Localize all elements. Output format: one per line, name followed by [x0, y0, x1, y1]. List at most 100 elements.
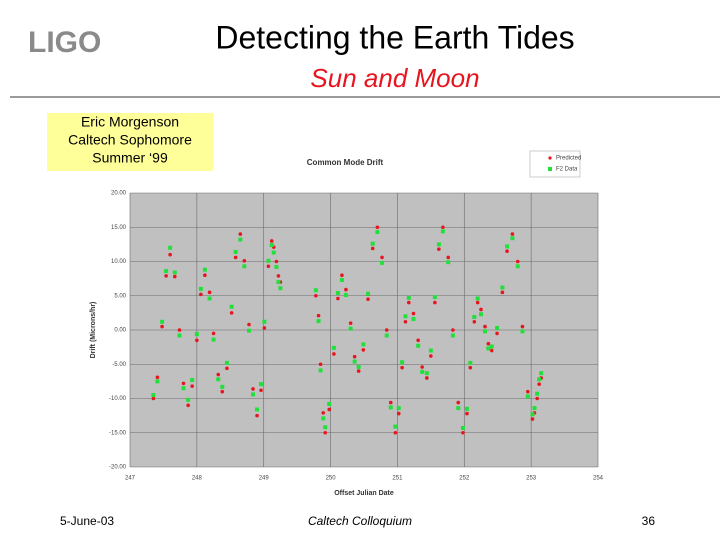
- point: [160, 324, 164, 329]
- point: [151, 396, 156, 401]
- point: [190, 378, 195, 383]
- point: [370, 241, 375, 246]
- point: [370, 246, 375, 251]
- point: [259, 382, 264, 387]
- point: [411, 311, 416, 316]
- point: [475, 300, 480, 305]
- point: [255, 413, 259, 418]
- point: [460, 425, 465, 430]
- point: [520, 324, 525, 329]
- point: [177, 328, 182, 332]
- y-tick-label: 10.00: [111, 259, 127, 265]
- y-tick-label: 0.00: [114, 328, 126, 334]
- point: [266, 258, 271, 263]
- point: [406, 300, 411, 305]
- point: [168, 252, 172, 257]
- point: [269, 239, 274, 243]
- y-tick-label: -20.00: [109, 465, 127, 471]
- legend: [529, 150, 581, 178]
- point: [348, 326, 353, 331]
- point: [520, 329, 525, 334]
- point: [479, 307, 483, 312]
- footer-date: 5-June-03: [60, 514, 114, 528]
- point: [216, 377, 221, 382]
- point: [321, 411, 326, 415]
- point: [456, 406, 461, 411]
- point: [278, 286, 283, 291]
- point: [190, 384, 194, 388]
- point: [510, 236, 515, 241]
- point: [186, 397, 191, 402]
- point: [446, 255, 451, 260]
- point: [229, 311, 234, 315]
- point: [238, 237, 243, 242]
- point: [242, 264, 247, 269]
- point: [515, 259, 520, 264]
- slide-title: Detecting the Earth Tides: [215, 19, 574, 55]
- point: [247, 328, 252, 333]
- point: [238, 232, 243, 236]
- point: [207, 296, 212, 301]
- point: [155, 375, 160, 380]
- point: [164, 269, 169, 274]
- point: [475, 296, 480, 301]
- point: [465, 411, 469, 416]
- point: [168, 245, 173, 250]
- point: [361, 348, 366, 352]
- point: [535, 396, 539, 401]
- point: [468, 360, 473, 365]
- point: [441, 225, 445, 230]
- x-tick-label: 252: [459, 476, 470, 482]
- point: [537, 382, 541, 386]
- point: [384, 328, 389, 332]
- x-tick-label: 247: [125, 476, 136, 482]
- x-tick-label: 254: [593, 476, 604, 482]
- point: [211, 337, 216, 342]
- point: [361, 342, 366, 347]
- point: [331, 345, 336, 350]
- author-line: Caltech Sophomore: [68, 132, 192, 148]
- author-line: Eric Morgenson: [81, 114, 179, 130]
- y-tick-label: 5.00: [114, 293, 126, 299]
- point: [233, 249, 238, 254]
- point: [472, 319, 477, 324]
- point: [366, 291, 371, 296]
- point: [384, 333, 389, 338]
- point: [242, 259, 247, 263]
- point: [400, 365, 404, 370]
- point: [271, 250, 276, 255]
- point: [479, 312, 483, 317]
- legend-label: Predicted: [556, 156, 581, 162]
- legend-swatch: [548, 156, 552, 160]
- point: [332, 352, 336, 356]
- point: [424, 371, 429, 376]
- point: [276, 280, 281, 285]
- point: [486, 346, 491, 351]
- point: [220, 389, 225, 394]
- point: [483, 324, 487, 329]
- point: [155, 379, 160, 384]
- point: [393, 430, 398, 435]
- point: [505, 249, 509, 254]
- point: [339, 277, 344, 282]
- point: [450, 333, 455, 338]
- point: [255, 407, 260, 412]
- point: [388, 405, 393, 410]
- x-tick-label: 250: [326, 476, 337, 482]
- footer-center: Caltech Colloquium: [308, 514, 412, 528]
- point: [483, 329, 488, 334]
- point: [380, 255, 384, 260]
- point: [194, 332, 199, 337]
- point: [316, 319, 321, 324]
- point: [352, 359, 357, 364]
- point: [530, 412, 535, 417]
- point: [432, 295, 437, 300]
- point: [203, 273, 207, 278]
- point: [247, 322, 251, 327]
- x-tick-label: 249: [259, 476, 270, 482]
- point: [198, 286, 203, 291]
- point: [526, 389, 530, 394]
- y-tick-label: -15.00: [109, 430, 127, 436]
- point: [500, 290, 505, 295]
- point: [160, 319, 165, 324]
